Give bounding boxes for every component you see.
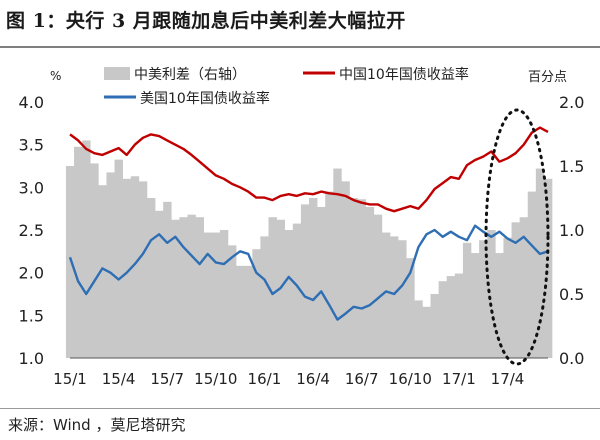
x-tick-label: 15/10 bbox=[194, 370, 237, 388]
spread-bar bbox=[227, 245, 237, 358]
spread-bar bbox=[479, 240, 488, 358]
spread-bar bbox=[381, 232, 391, 358]
axis-layer: 4.0 3.5 3.0 2.5 2.0 1.5 1.0 2.0 1.5 1.0 0.5 0.0% 百分点… bbox=[19, 66, 585, 388]
spread-bar bbox=[446, 276, 456, 358]
highlight-ellipse bbox=[484, 108, 550, 366]
right-tick-label: 0.0 bbox=[559, 349, 584, 368]
spread-bar bbox=[535, 168, 545, 358]
us-yield-line bbox=[68, 224, 549, 321]
spread-bar bbox=[74, 146, 83, 358]
spread-bar bbox=[106, 172, 115, 358]
x-tick-label: 16/7 bbox=[345, 370, 379, 388]
spread-bar bbox=[430, 294, 439, 358]
x-tick-label: 16/1 bbox=[248, 370, 282, 388]
spread-bar bbox=[300, 204, 310, 358]
spread-bar bbox=[349, 198, 358, 358]
spread-bar bbox=[65, 166, 75, 358]
spread-bar bbox=[438, 281, 448, 358]
figure-title: 图 1：央行 3 月跟随加息后中美利差大幅拉开 bbox=[6, 10, 406, 32]
spread-bar bbox=[527, 191, 537, 358]
line-layer bbox=[68, 126, 549, 321]
spread-bar bbox=[462, 242, 472, 358]
x-tick-label: 15/4 bbox=[102, 370, 136, 388]
spread-bar bbox=[471, 253, 480, 358]
spread-bar bbox=[82, 140, 91, 358]
spread-bar bbox=[219, 230, 229, 358]
spread-bar bbox=[325, 191, 334, 358]
spread-bar bbox=[171, 219, 180, 358]
spread-bar bbox=[317, 206, 326, 358]
legend-label-china: 中国10年国债收益率 bbox=[339, 66, 469, 83]
left-tick-label: 3.5 bbox=[19, 136, 44, 155]
spread-bar bbox=[495, 253, 504, 358]
spread-bar bbox=[195, 217, 204, 358]
x-tick-label: 17/1 bbox=[442, 370, 476, 388]
spread-bar bbox=[422, 306, 431, 358]
spread-bar bbox=[373, 214, 383, 358]
spread-bar bbox=[333, 168, 342, 358]
spread-bar bbox=[122, 178, 132, 358]
spread-bar bbox=[98, 185, 107, 358]
left-unit-label: % bbox=[50, 69, 61, 83]
spread-bar bbox=[187, 214, 196, 358]
spread-bar bbox=[130, 176, 140, 358]
x-tick-label: 16/10 bbox=[389, 370, 432, 388]
spread-bar bbox=[341, 181, 350, 358]
x-tick-label: 17/4 bbox=[491, 370, 525, 388]
china-yield-line bbox=[69, 126, 549, 213]
spread-bar bbox=[357, 199, 367, 358]
spread-bar bbox=[203, 232, 213, 358]
right-tick-label: 1.5 bbox=[559, 157, 584, 176]
spread-bar bbox=[309, 198, 318, 358]
left-tick-label: 1.0 bbox=[19, 349, 44, 368]
left-tick-label: 4.0 bbox=[19, 93, 44, 112]
left-tick-label: 1.5 bbox=[19, 306, 44, 325]
spread-bar bbox=[90, 163, 99, 358]
right-unit-label: 百分点 bbox=[528, 70, 567, 85]
spread-area-layer bbox=[65, 140, 553, 358]
x-tick-label: 16/4 bbox=[296, 370, 330, 388]
spread-bar bbox=[390, 236, 399, 358]
left-tick-label: 3.0 bbox=[19, 178, 44, 197]
spread-bar bbox=[138, 181, 148, 358]
yield-spread-chart: 4.0 3.5 3.0 2.5 2.0 1.5 1.0 2.0 1.5 1.0 0.5 0.0% 百分点… bbox=[19, 66, 585, 388]
source-divider bbox=[0, 408, 600, 409]
legend-label-spread: 中美利差（右轴） bbox=[134, 67, 246, 83]
spread-bar bbox=[406, 258, 415, 358]
spread-bar bbox=[252, 249, 261, 358]
spread-bar bbox=[503, 237, 512, 358]
spread-bar bbox=[414, 300, 423, 358]
title-divider bbox=[0, 46, 600, 48]
spread-bar bbox=[365, 206, 375, 358]
spread-bar bbox=[284, 230, 294, 358]
spread-bar bbox=[114, 159, 123, 358]
x-tick-label: 15/1 bbox=[53, 370, 87, 388]
spread-bar bbox=[179, 217, 188, 358]
spread-bar bbox=[163, 201, 172, 358]
spread-bar bbox=[292, 223, 302, 358]
spread-bar bbox=[236, 265, 245, 358]
spread-bar bbox=[260, 236, 269, 358]
x-tick-label: 15/7 bbox=[150, 370, 184, 388]
legend-swatch-spread bbox=[104, 67, 130, 80]
spread-bar bbox=[398, 240, 407, 358]
spread-bar bbox=[487, 230, 496, 358]
spread-bar bbox=[454, 273, 464, 358]
source-note: 来源：Wind ，莫尼塔研究 bbox=[8, 416, 186, 434]
right-tick-label: 0.5 bbox=[559, 285, 584, 304]
right-tick-label: 2.0 bbox=[559, 93, 584, 112]
left-tick-label: 2.0 bbox=[19, 264, 44, 283]
spread-bar bbox=[543, 178, 553, 358]
left-tick-label: 2.5 bbox=[19, 221, 44, 240]
legend-label-us: 美国10年国债收益率 bbox=[140, 90, 270, 107]
spread-bar bbox=[211, 232, 221, 358]
spread-bar bbox=[511, 222, 520, 358]
spread-bar bbox=[155, 210, 164, 358]
spread-bar bbox=[146, 198, 156, 358]
right-tick-label: 1.0 bbox=[559, 221, 584, 240]
spread-bar bbox=[244, 265, 253, 358]
spread-bar bbox=[519, 217, 529, 358]
spread-bar bbox=[268, 217, 277, 358]
